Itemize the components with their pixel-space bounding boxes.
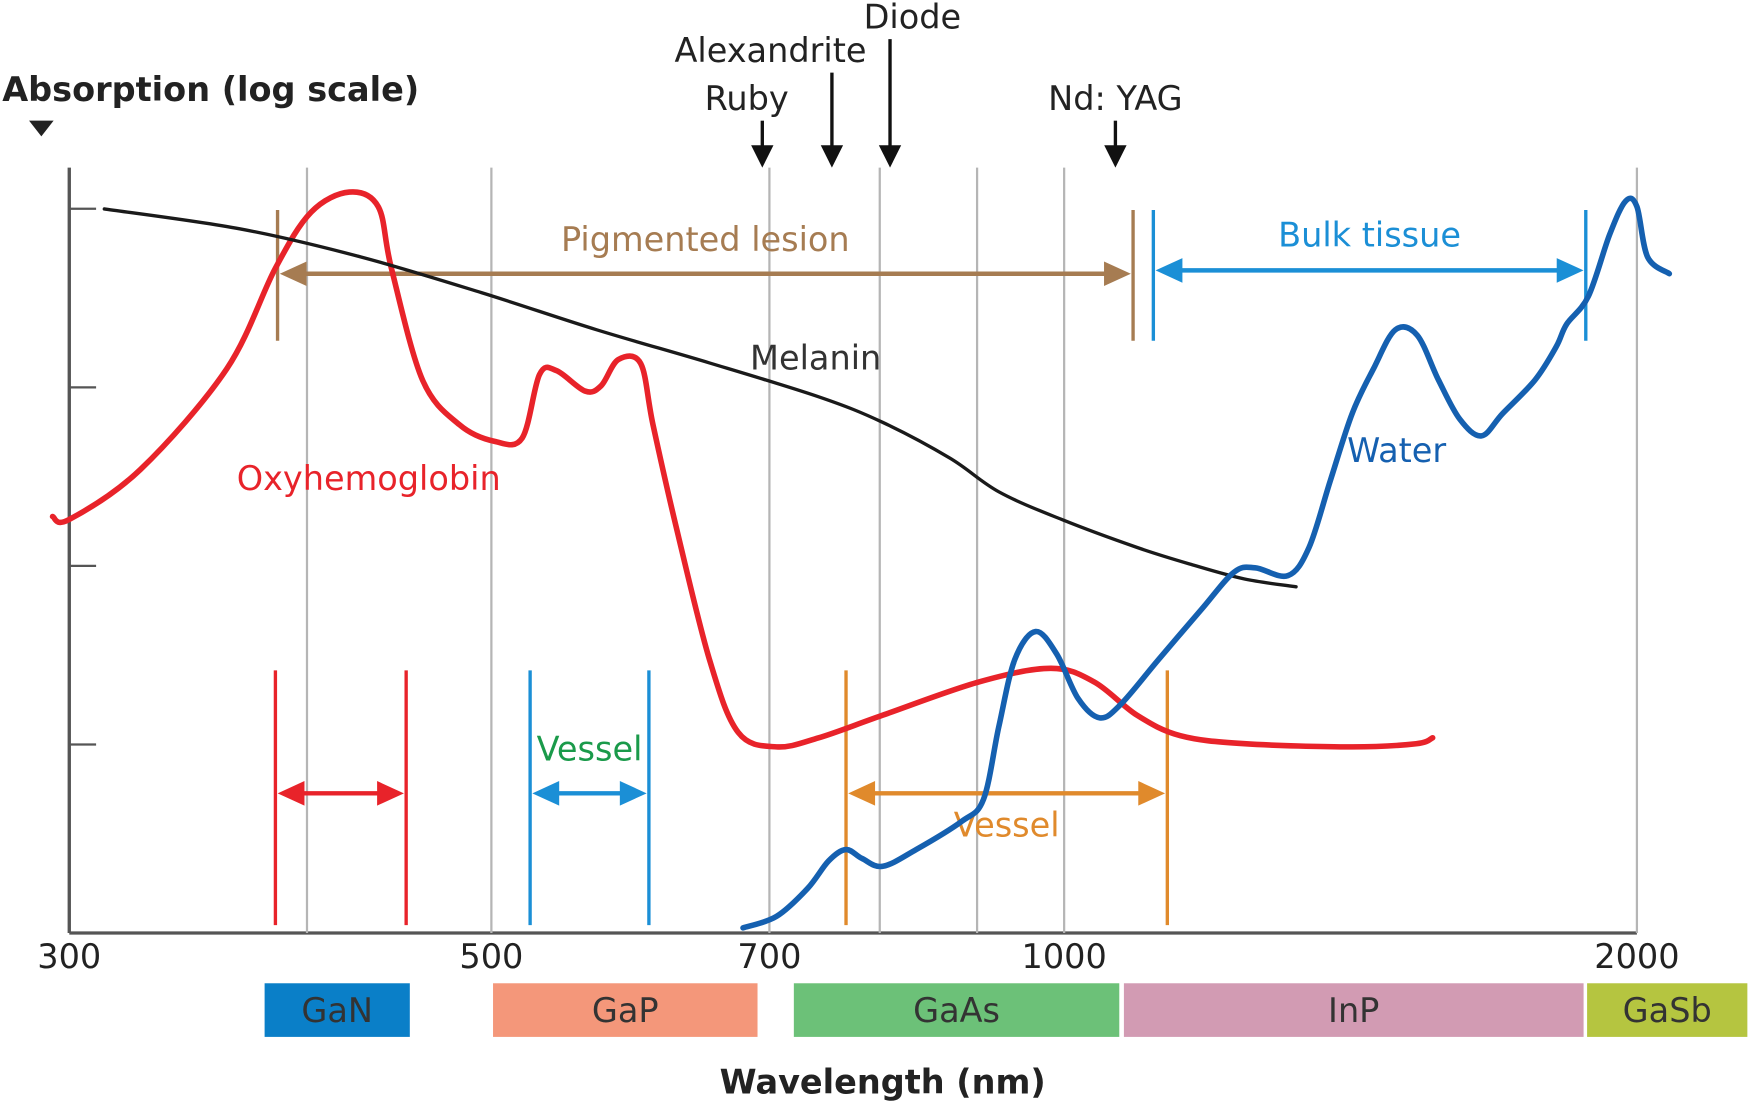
range-arrow-head [1155,258,1183,283]
laser-label: Nd: YAG [1048,79,1182,118]
laser-arrow-head [751,145,774,168]
y-axis-marker [29,120,54,137]
laser-label: Diode [864,0,962,36]
range-arrow-head [1556,258,1584,283]
laser-arrow-head [1104,145,1127,168]
material-label: GaAs [913,991,1000,1030]
range-arrow-head [619,781,647,806]
range-arrow-head [1138,781,1166,806]
x-tick-label: 300 [37,937,101,976]
x-tick-label: 1000 [1022,937,1107,976]
range [275,210,1135,341]
range-arrow-head [277,781,305,806]
range-arrow-head [532,781,560,806]
range-arrow-head [377,781,404,806]
range [1151,210,1588,341]
x-tick-label: 700 [737,937,801,976]
material-label: GaP [592,991,659,1030]
range [844,670,1170,926]
series-line [102,207,1298,589]
material-band [493,983,758,1037]
range [273,670,408,926]
material-label: GaSb [1623,991,1712,1030]
range-arrow-head [1104,261,1131,287]
laser-arrow-head [878,145,902,168]
series-label: Oxyhemoglobin [237,459,501,498]
range-arrow-head [848,781,876,806]
range-label: Bulk tissue [1278,215,1461,254]
series-line [49,189,1436,750]
material-label: GaN [301,991,373,1030]
material-band [1587,983,1748,1037]
laser-label: Alexandrite [674,31,866,70]
series-label: Melanin [750,338,881,377]
laser-label: Ruby [705,79,789,118]
range-label: Pigmented lesion [561,220,850,259]
range-label: Vessel [954,805,1060,844]
material-label: InP [1328,991,1379,1030]
x-axis-title: Wavelength (nm) [720,1062,1046,1101]
laser-arrow-head [820,145,844,168]
material-band [1123,983,1584,1037]
range [528,670,651,926]
y-axis-title: Absorption (log scale) [2,70,419,109]
series-line [740,195,1673,931]
x-tick-label: 500 [459,937,523,976]
range-label: Vessel [537,729,643,768]
x-tick-label: 2000 [1594,937,1679,976]
material-band [793,983,1120,1037]
material-band [264,983,410,1037]
range-arrow-head [279,261,307,287]
series-label: Water [1347,431,1446,470]
